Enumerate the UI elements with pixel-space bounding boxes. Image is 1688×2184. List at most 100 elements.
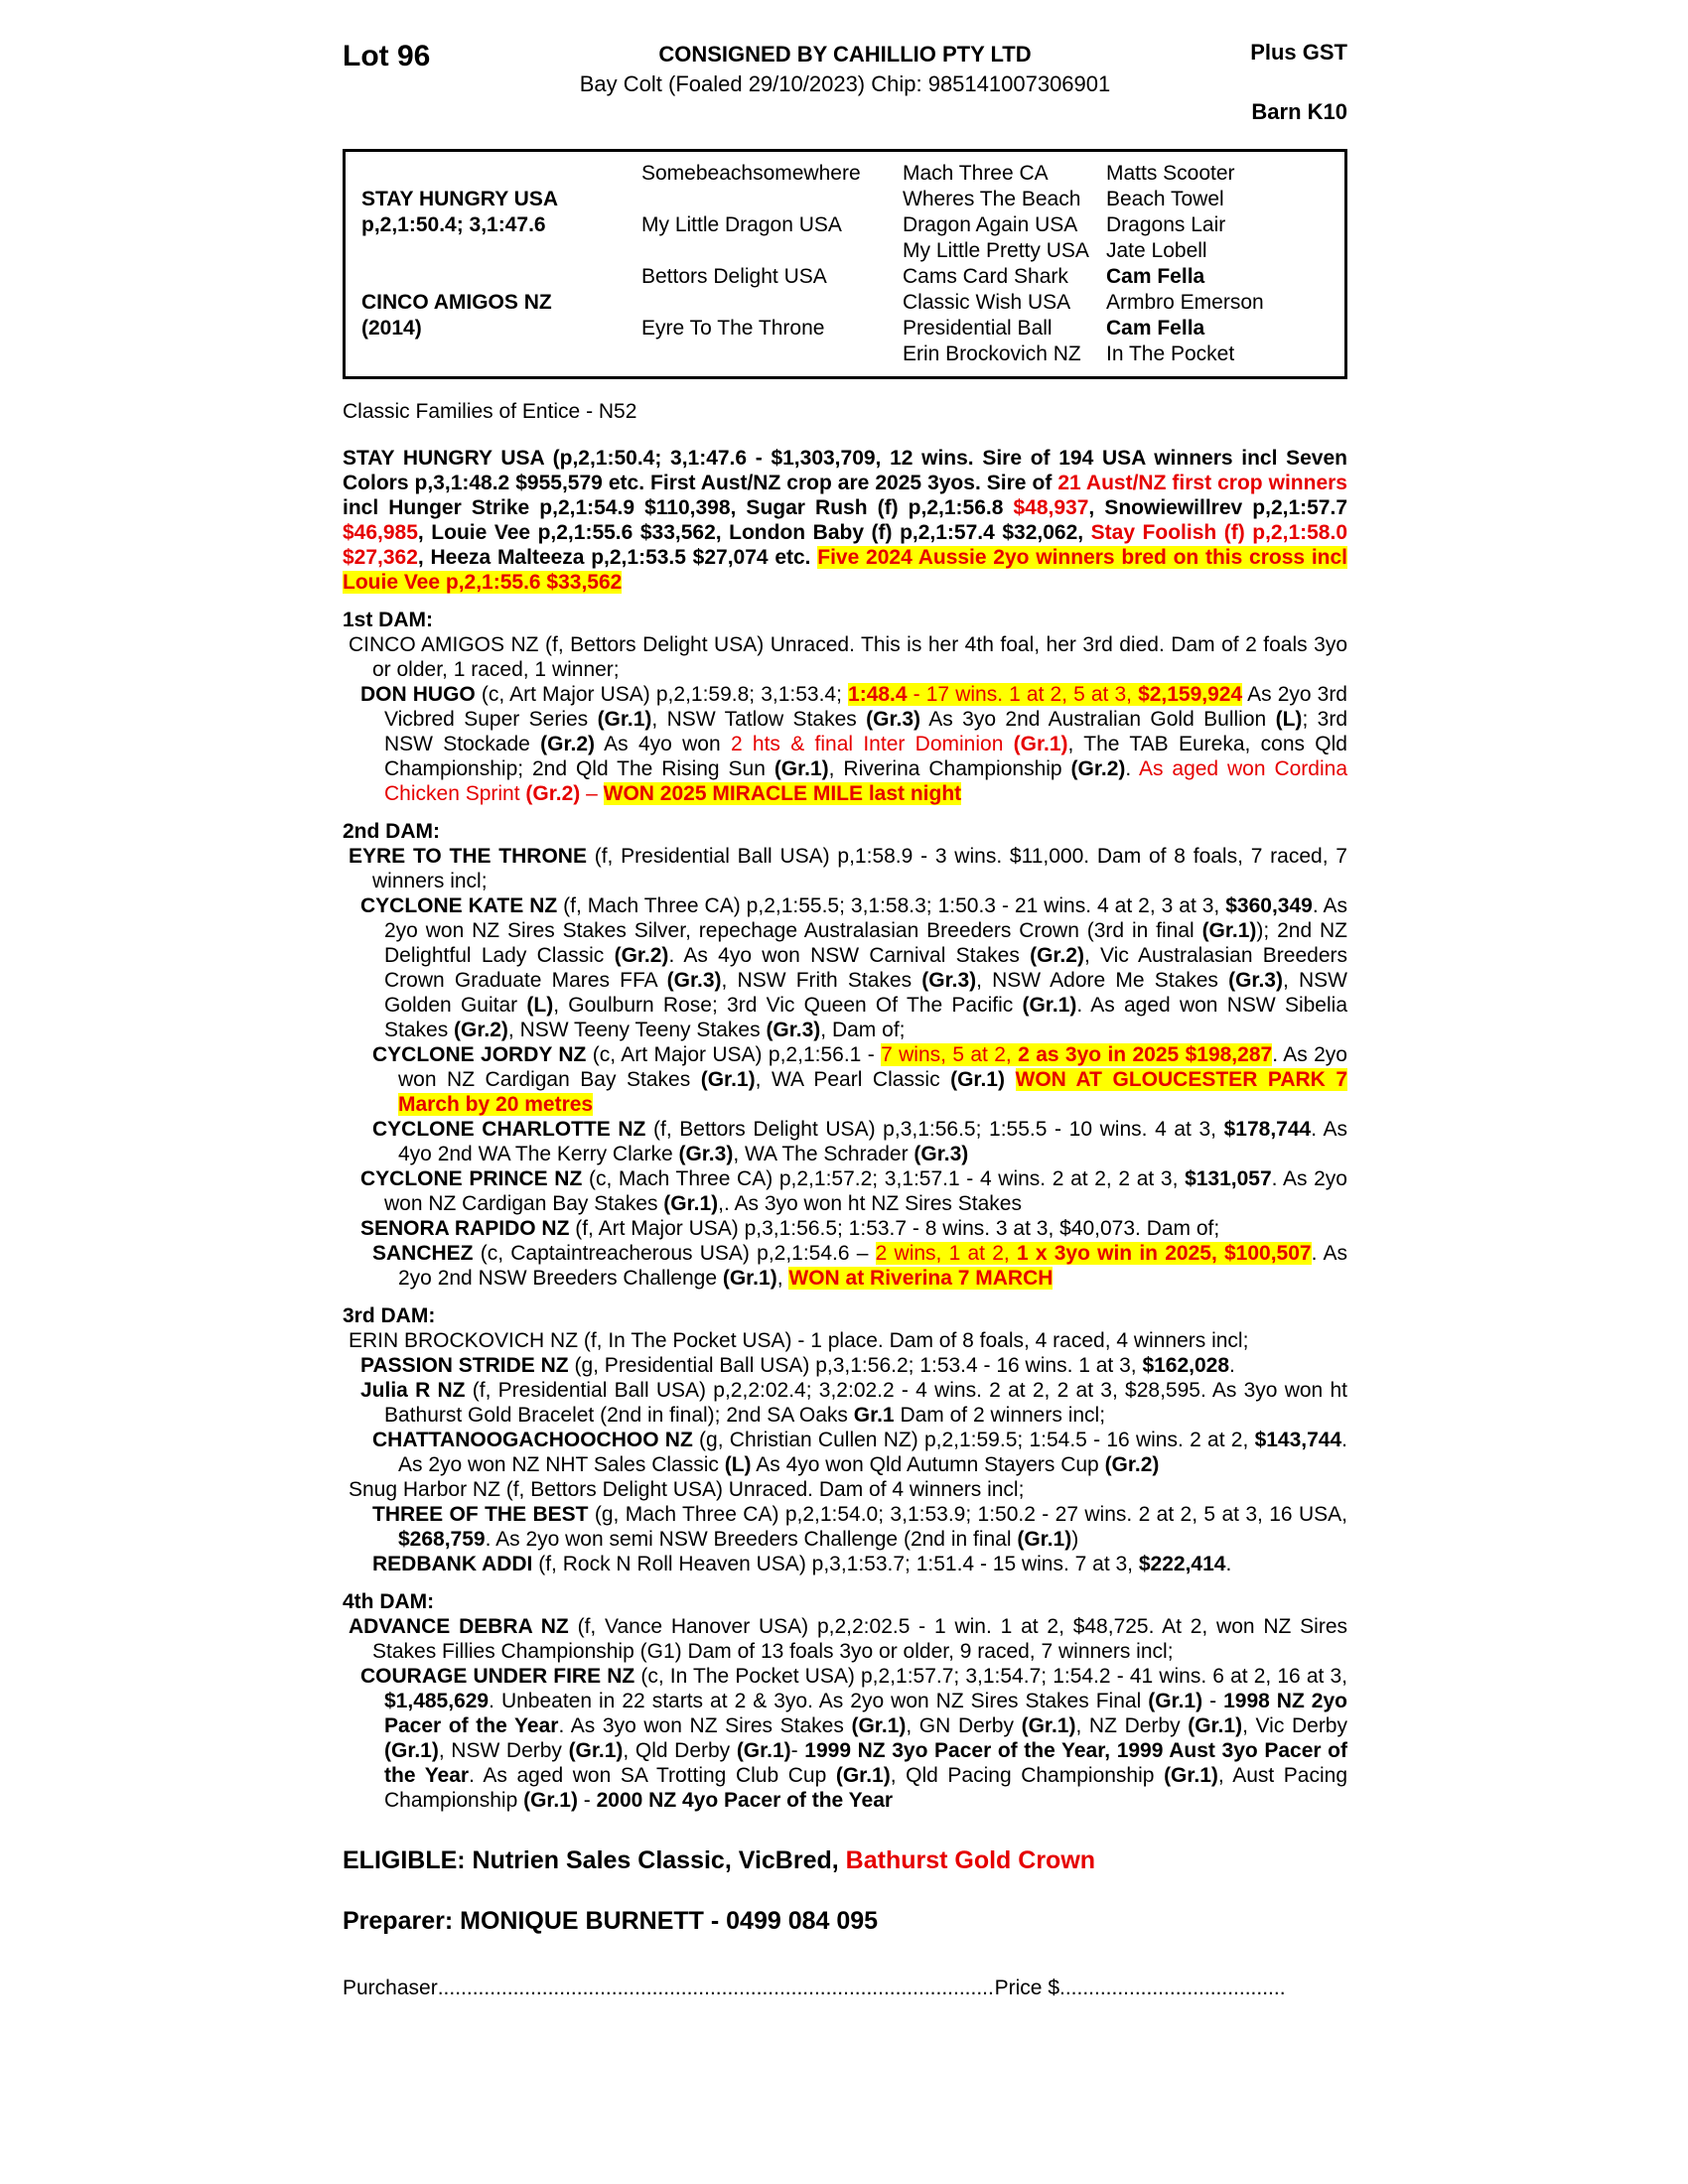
pedigree-cell: Dragons Lair <box>1106 213 1226 236</box>
pedigree-cell: Beach Towel <box>1106 188 1224 210</box>
text-segment: (Gr.1) <box>1022 994 1077 1017</box>
text-segment: STAY HUNGRY USA (p,2,1:50.4; 3,1:47.6 - … <box>343 447 1347 494</box>
pedigree-cell: Jate Lobell <box>1106 239 1207 262</box>
text-segment: incl Hunger Strike p,2,1:54.9 $110,398, … <box>343 496 1014 519</box>
text-segment: (Gr.1) <box>700 1068 756 1091</box>
text-segment: . <box>1225 1553 1232 1575</box>
text-segment: , NSW Frith Stakes <box>721 969 922 992</box>
text-segment: (Gr.2) <box>1070 757 1126 780</box>
text-segment: (Gr.1) <box>1188 1714 1243 1737</box>
sire-summary: STAY HUNGRY USA (p,2,1:50.4; 3,1:47.6 - … <box>343 446 1347 595</box>
text-segment: (c, Mach Three CA) p,2,1:57.2; 3,1:57.1 … <box>588 1167 1186 1190</box>
text-segment: THREE OF THE BEST <box>372 1503 595 1526</box>
text-segment: 2 wins, 1 at 2, <box>875 1242 1017 1265</box>
text-segment: . <box>1125 757 1139 780</box>
text-segment: 2nd DAM: <box>343 820 440 843</box>
text-segment: $360,349 <box>1225 894 1313 917</box>
text-segment: (g, Mach Three CA) p,2,1:54.0; 3,1:53.9;… <box>594 1503 1347 1526</box>
pedigree-table: STAY HUNGRY USA p,2,1:50.4; 3,1:47.6 CIN… <box>343 149 1347 379</box>
dam2-heading: 2nd DAM: <box>343 819 1347 844</box>
text-segment: . As 2yo won NZ Cardigan Bay Stakes <box>384 1167 1347 1215</box>
text-segment: (Gr.1) <box>663 1192 719 1215</box>
text-segment: (Gr.2) <box>525 782 581 805</box>
header-center: CONSIGNED BY CAHILLIO PTY LTD Bay Colt (… <box>541 40 1149 99</box>
text-segment: . As 4yo 2nd WA The Kerry Clarke <box>398 1118 1347 1165</box>
text-segment: , Heeza Malteeza p,2,1:53.5 $27,074 etc. <box>417 546 818 569</box>
text-segment: ) <box>1071 1528 1079 1551</box>
text-segment: 1:48.4 <box>848 683 908 706</box>
text-segment: (Gr.1) <box>950 1068 1005 1091</box>
text-segment: WON 2025 MIRACLE MILE last night <box>603 782 962 805</box>
text-segment: , WA Pearl Classic <box>755 1068 951 1091</box>
text-segment: (Gr.1) <box>774 757 829 780</box>
dam-name: CINCO AMIGOS NZ <box>361 291 552 314</box>
text-segment: PASSION STRIDE NZ <box>360 1354 575 1377</box>
text-segment: (Gr.1) <box>1017 1528 1072 1551</box>
pedigree-cell: Matts Scooter <box>1106 162 1235 185</box>
text-segment: 1998 NZ 2yo Pacer of the Year <box>384 1690 1347 1737</box>
text-segment: (c, Art Major USA) p,2,1:56.1 - <box>592 1043 882 1066</box>
pedigree-cell: Mach Three CA <box>903 162 1049 185</box>
text-segment: . As 4yo won NSW Carnival Stakes <box>668 944 1031 967</box>
cyclone-jordy: CYCLONE JORDY NZ (c, Art Major USA) p,2,… <box>343 1042 1348 1117</box>
text-segment: , Louie Vee p,2,1:55.6 $33,562, London B… <box>417 521 1091 544</box>
text-segment: , Aust Pacing Championship <box>384 1764 1348 1812</box>
text-segment: $222,414 <box>1138 1553 1226 1575</box>
gst-note: Plus GST <box>1250 40 1347 65</box>
page-header: Lot 96 CONSIGNED BY CAHILLIO PTY LTD Bay… <box>343 40 1347 125</box>
text-segment: , NZ Derby <box>1075 1714 1189 1737</box>
text-segment: (Gr.3) <box>1228 969 1283 992</box>
text-segment: $268,759 <box>398 1528 486 1551</box>
text-segment: (Gr.1) <box>722 1267 777 1290</box>
text-segment: Gr.1 <box>853 1404 895 1427</box>
text-segment: (Gr.1) <box>736 1739 791 1762</box>
text-segment: 2 as 3yo in 2025 $198,287 <box>1018 1043 1273 1066</box>
text-segment: , NSW Adore Me Stakes <box>976 969 1229 992</box>
text-segment: (f, Presidential Ball USA) p,1:58.9 - 3 … <box>372 845 1347 892</box>
text-segment: $46,985 <box>343 521 418 544</box>
text-segment: (Gr.1) <box>1013 733 1068 755</box>
text-segment: DON HUGO <box>360 683 482 706</box>
text-segment: (Gr.3) <box>866 708 921 731</box>
text-segment: . As 2yo won semi NSW Breeders Challenge… <box>485 1528 1018 1551</box>
text-segment: (Gr.3) <box>921 969 977 992</box>
text-segment: (L) <box>1275 708 1303 731</box>
text-segment: SANCHEZ <box>372 1242 481 1265</box>
text-segment: (g, Presidential Ball USA) p,3,1:56.2; 1… <box>574 1354 1143 1377</box>
text-segment: 2000 NZ 4yo Pacer of the Year <box>596 1789 894 1812</box>
text-segment: (Gr.3) <box>666 969 722 992</box>
text-segment: Snug Harbor NZ (f, Bettors Delight USA) … <box>349 1478 1025 1501</box>
text-segment: (Gr.1) <box>851 1714 907 1737</box>
text-segment: (Gr.2) <box>454 1019 508 1041</box>
text-segment: , NSW Teeny Teeny Stakes <box>507 1019 767 1041</box>
text-segment: Stay Foolish (f) p,2,1:58.0 $27,362 <box>343 521 1347 569</box>
text-segment: CYCLONE CHARLOTTE NZ <box>372 1118 653 1141</box>
pedigree-cell: Presidential Ball <box>903 317 1053 340</box>
purchaser-dotted-line: ........................................… <box>437 1977 995 1999</box>
text-segment: (Gr.3) <box>914 1143 969 1165</box>
dam2-eyre-to-the-throne: EYRE TO THE THRONE (f, Presidential Ball… <box>343 844 1347 893</box>
page-content: Lot 96 CONSIGNED BY CAHILLIO PTY LTD Bay… <box>343 40 1348 2000</box>
pedigree-cell: My Little Dragon USA <box>641 213 842 236</box>
header-right: Plus GST Barn K10 <box>1149 40 1347 125</box>
text-segment: $143,744 <box>1254 1429 1342 1451</box>
consignor-line: CONSIGNED BY CAHILLIO PTY LTD <box>658 42 1032 67</box>
pedigree-cell: In The Pocket <box>1106 342 1235 365</box>
text-segment: 3rd DAM: <box>343 1304 436 1327</box>
sanchez: SANCHEZ (c, Captaintreacherous USA) p,2,… <box>343 1241 1347 1291</box>
text-segment: CINCO AMIGOS NZ (f, Bettors Delight USA)… <box>349 633 1347 681</box>
text-segment: WON at Riverina 7 MARCH <box>788 1267 1054 1290</box>
text-segment: (f, Vance Hanover USA) p,2,2:02.5 - 1 wi… <box>372 1615 1347 1663</box>
eligible-line: ELIGIBLE: Nutrien Sales Classic, VicBred… <box>343 1846 1347 1875</box>
pedigree-cell: Armbro Emerson <box>1106 291 1264 314</box>
text-segment: SENORA RAPIDO NZ <box>360 1217 576 1240</box>
text-segment: ); 2nd NZ Delightful Lady Classic <box>384 919 1348 967</box>
dam1-don-hugo: DON HUGO (c, Art Major USA) p,2,1:59.8; … <box>343 682 1347 806</box>
text-segment: - <box>1202 1690 1224 1712</box>
text-segment: $162,028 <box>1142 1354 1230 1377</box>
courage-under-fire: COURAGE UNDER FIRE NZ (c, In The Pocket … <box>343 1664 1347 1813</box>
text-segment: As 4yo won <box>595 733 731 755</box>
text-segment: $2,159,924 <box>1138 683 1243 706</box>
text-segment: (Gr.3) <box>766 1019 821 1041</box>
preparer-line: Preparer: MONIQUE BURNETT - 0499 084 095 <box>343 1907 1347 1936</box>
